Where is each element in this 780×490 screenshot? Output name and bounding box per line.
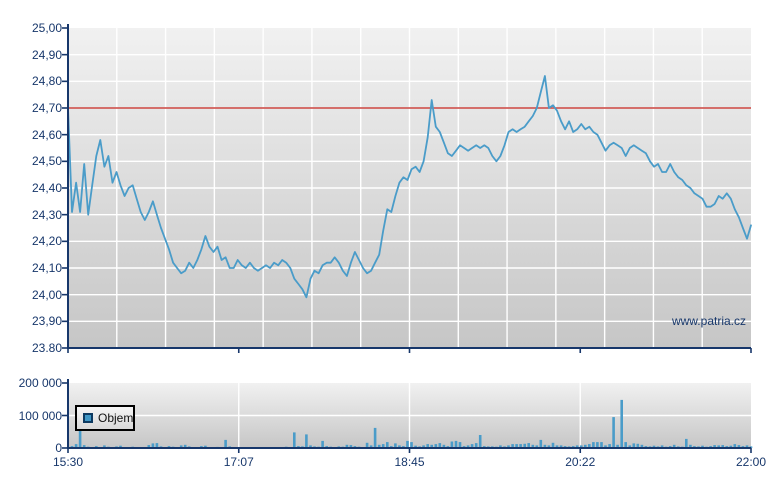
- volume-y-tick-label: 200 000: [18, 376, 62, 390]
- time-tick-label: 15:30: [52, 455, 84, 469]
- volume-y-tick-label: 100 000: [18, 408, 62, 423]
- time-tick-label: 22:00: [735, 455, 767, 469]
- volume-y-tick-label: 0: [55, 441, 62, 455]
- volume-legend-swatch-icon: [83, 413, 93, 423]
- price-y-tick-label: 23.80: [31, 341, 62, 355]
- time-tick-label: 17:07: [223, 455, 254, 469]
- price-y-tick-label: 24,90: [31, 47, 62, 62]
- price-y-tick-label: 23,90: [31, 314, 62, 329]
- price-line: [67, 75, 752, 299]
- price-y-tick-label: 24,80: [31, 74, 62, 89]
- price-y-tick-label: 25,00: [31, 21, 62, 35]
- price-y-tick-label: 24,00: [31, 287, 62, 302]
- price-y-tick-label: 24,30: [31, 207, 62, 222]
- price-y-tick-label: 24,60: [31, 127, 62, 142]
- time-tick-label: 18:45: [394, 455, 425, 469]
- price-y-tick-label: 24,70: [31, 101, 62, 115]
- time-tick-label: 20:22: [565, 455, 596, 469]
- price-y-tick-label: 24,20: [31, 234, 62, 249]
- volume-legend: Objem: [75, 405, 135, 431]
- watermark: www.patria.cz: [671, 314, 746, 328]
- price-y-tick-label: 24,40: [31, 181, 62, 195]
- price-y-tick-label: 24,50: [31, 154, 62, 169]
- price-y-tick-label: 24,10: [31, 261, 62, 275]
- axes: [62, 24, 752, 453]
- volume-legend-label: Objem: [98, 411, 134, 425]
